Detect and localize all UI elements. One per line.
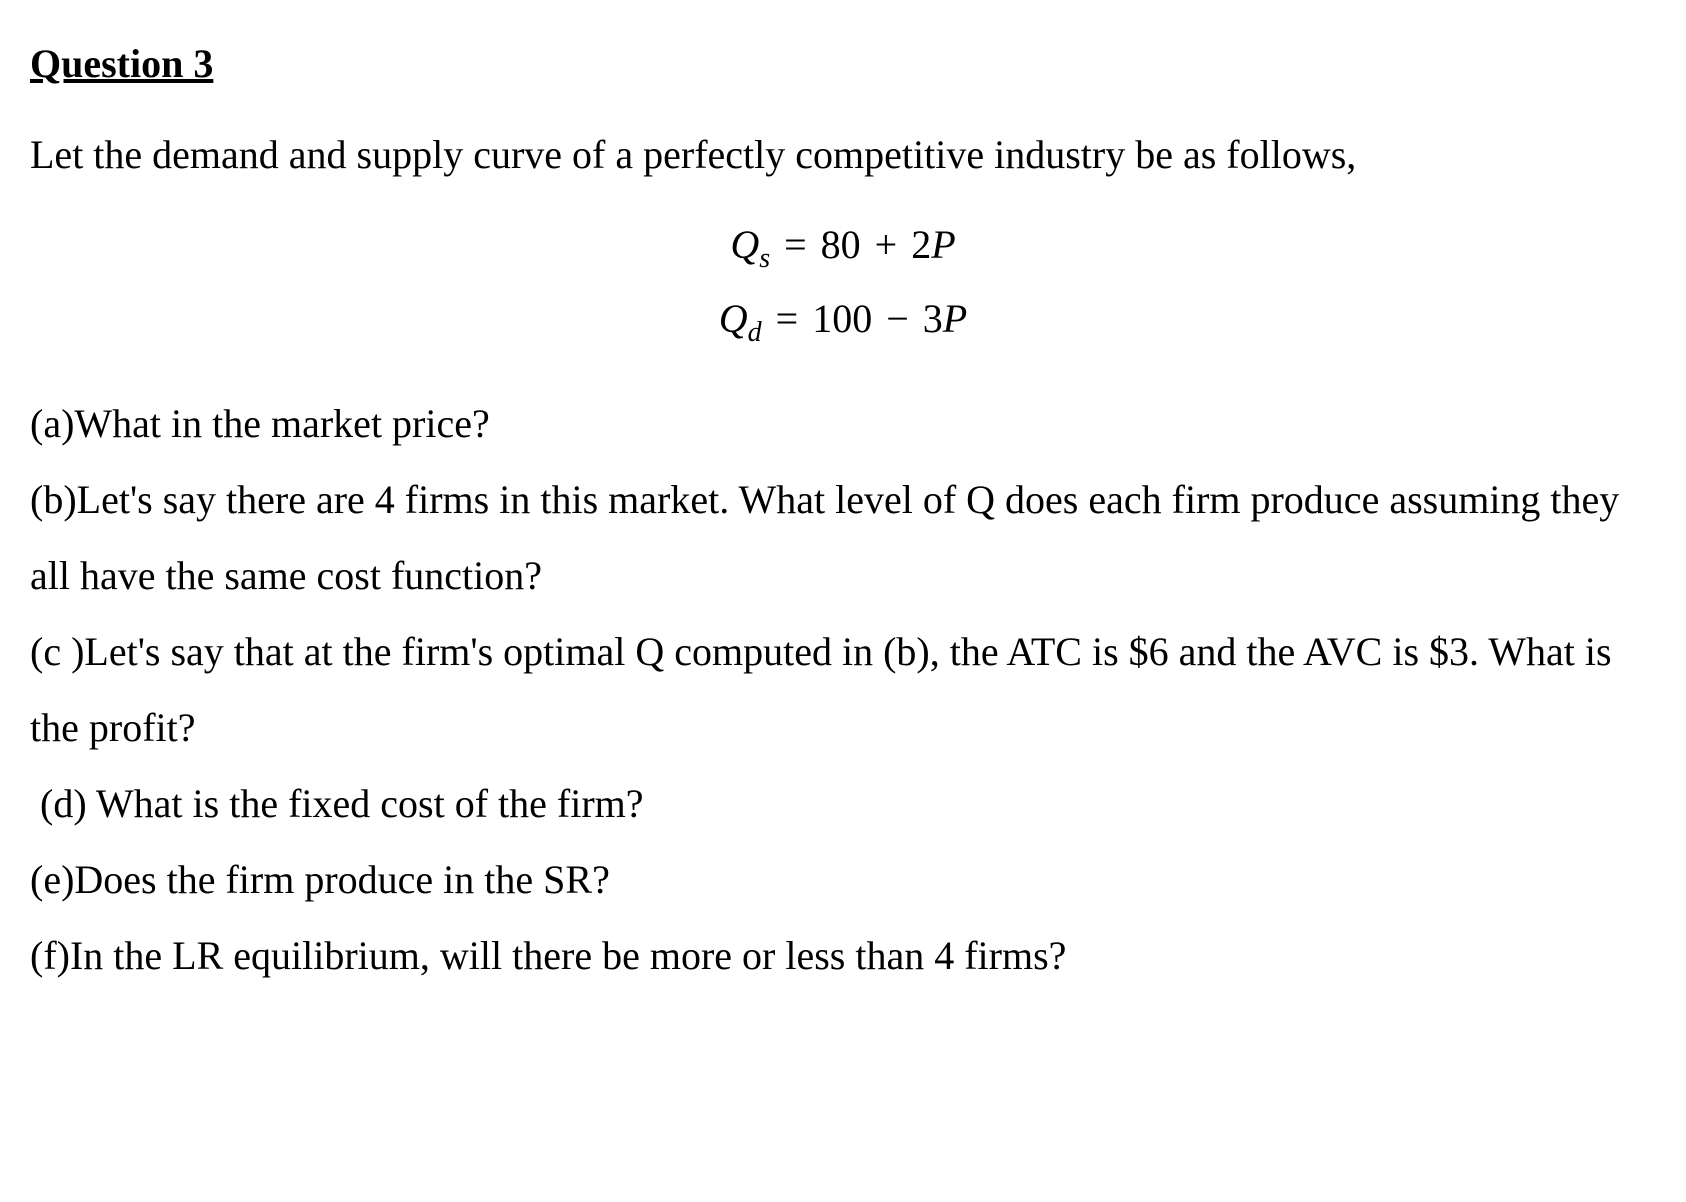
equals-sign: = <box>776 296 809 341</box>
part-f: (f)In the LR equilibrium, will there be … <box>30 918 1656 994</box>
supply-var: Q <box>730 222 759 267</box>
supply-rhs: 80 + 2P <box>821 222 956 267</box>
demand-equation: Qd = 100 − 3P <box>30 287 1656 356</box>
equals-sign: = <box>784 222 817 267</box>
equations-block: Qs = 80 + 2P Qd = 100 − 3P <box>30 213 1656 356</box>
demand-rhs: 100 − 3P <box>812 296 967 341</box>
supply-subscript: s <box>759 243 770 274</box>
intro-paragraph: Let the demand and supply curve of a per… <box>30 117 1656 193</box>
demand-var: Q <box>719 296 748 341</box>
part-d: (d) What is the fixed cost of the firm? <box>30 766 1656 842</box>
part-c: (c )Let's say that at the firm's optimal… <box>30 614 1656 766</box>
part-b: (b)Let's say there are 4 firms in this m… <box>30 462 1656 614</box>
part-e: (e)Does the firm produce in the SR? <box>30 842 1656 918</box>
demand-subscript: d <box>748 317 762 348</box>
part-a: (a)What in the market price? <box>30 386 1656 462</box>
question-title: Question 3 <box>30 40 1656 87</box>
supply-equation: Qs = 80 + 2P <box>30 213 1656 282</box>
